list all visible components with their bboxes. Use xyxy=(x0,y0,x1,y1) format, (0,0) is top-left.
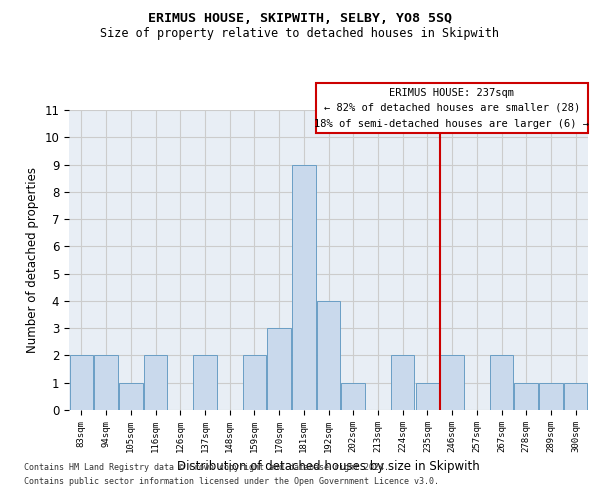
Bar xyxy=(144,356,167,410)
Bar xyxy=(391,356,415,410)
Text: Size of property relative to detached houses in Skipwith: Size of property relative to detached ho… xyxy=(101,28,499,40)
Text: Contains public sector information licensed under the Open Government Licence v3: Contains public sector information licen… xyxy=(24,477,439,486)
Bar xyxy=(94,356,118,410)
Bar xyxy=(341,382,365,410)
Y-axis label: Number of detached properties: Number of detached properties xyxy=(26,167,39,353)
Bar xyxy=(316,82,587,133)
Bar xyxy=(193,356,217,410)
Bar xyxy=(416,382,439,410)
Bar xyxy=(292,164,316,410)
Text: Contains HM Land Registry data © Crown copyright and database right 2024.: Contains HM Land Registry data © Crown c… xyxy=(24,464,389,472)
Bar xyxy=(70,356,93,410)
Text: ERIMUS HOUSE, SKIPWITH, SELBY, YO8 5SQ: ERIMUS HOUSE, SKIPWITH, SELBY, YO8 5SQ xyxy=(148,12,452,26)
Bar xyxy=(514,382,538,410)
Bar xyxy=(440,356,464,410)
Bar xyxy=(119,382,143,410)
X-axis label: Distribution of detached houses by size in Skipwith: Distribution of detached houses by size … xyxy=(177,460,480,473)
Bar xyxy=(564,382,587,410)
Text: 18% of semi-detached houses are larger (6) →: 18% of semi-detached houses are larger (… xyxy=(314,119,589,129)
Bar xyxy=(490,356,513,410)
Bar xyxy=(268,328,291,410)
Text: ERIMUS HOUSE: 237sqm: ERIMUS HOUSE: 237sqm xyxy=(389,88,514,98)
Bar xyxy=(242,356,266,410)
Text: ← 82% of detached houses are smaller (28): ← 82% of detached houses are smaller (28… xyxy=(323,103,580,113)
Bar xyxy=(539,382,563,410)
Bar xyxy=(317,301,340,410)
